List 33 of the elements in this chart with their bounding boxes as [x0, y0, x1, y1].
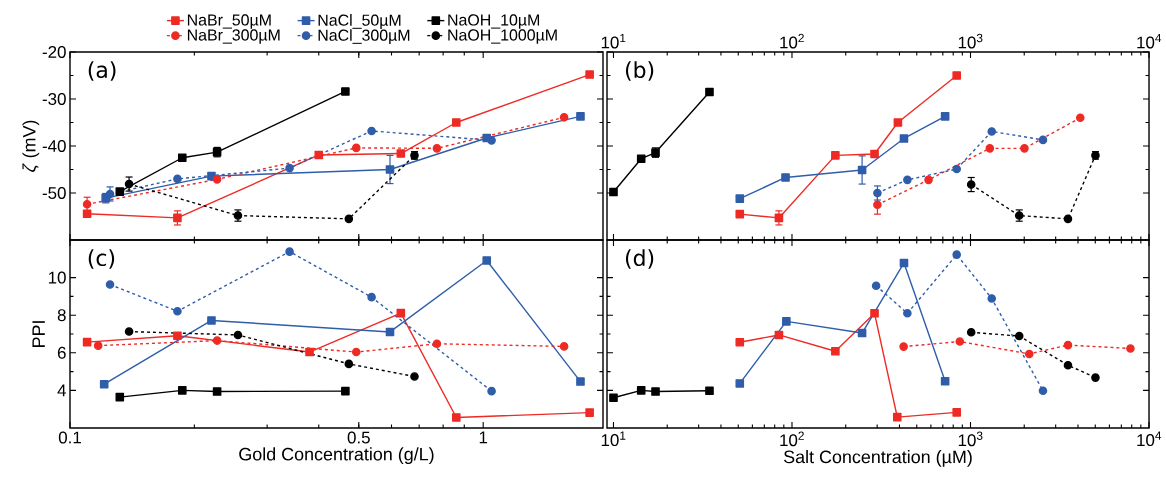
x-tick-label: 10$^{3}$ [958, 33, 983, 49]
x-tick-label: 0.1 [58, 431, 81, 444]
x-axis-title: Gold Concentration (g/L) [239, 447, 434, 465]
y-tick-label: -20 [42, 46, 66, 58]
x-tick-label: 10$^{1}$ [601, 431, 626, 447]
legend-label: NaCl_50µM [318, 14, 401, 29]
x-tick-label: 1 [479, 431, 488, 444]
y-tick-label: 4 [57, 384, 66, 397]
annotation: (d) [625, 249, 654, 269]
legend-label: NaCl_300µM [318, 29, 410, 44]
x-tick-label: 10$^{2}$ [780, 431, 804, 447]
y-tick-label: 8 [57, 309, 66, 322]
annotation: (b) [625, 61, 654, 81]
legend-label: NaOH_10µM [448, 14, 540, 29]
annotation: (a) [88, 61, 116, 81]
x-tick-label: 10$^{4}$ [1137, 431, 1162, 447]
x-tick-label: 10$^{4}$ [1137, 33, 1162, 49]
y-tick-label: -40 [42, 140, 66, 152]
y-tick-label: 10 [48, 271, 66, 284]
legend-label: NaBr_50µM [187, 14, 271, 29]
y-tick-label: 6 [57, 346, 66, 359]
y-tick-label: -30 [42, 93, 66, 105]
x-axis-title: Salt Concentration (µM) [783, 450, 972, 467]
x-tick-label: 10$^{2}$ [780, 33, 804, 49]
y-axis-title: PPI [32, 321, 45, 347]
x-tick-label: 10$^{3}$ [958, 431, 983, 447]
annotation: (c) [88, 249, 115, 269]
legend-label: NaOH_1000µM [448, 29, 557, 44]
legend-label: NaBr_300µM [187, 29, 280, 44]
y-axis-title: ζ (mV) [22, 120, 40, 172]
y-tick-label: -50 [42, 187, 66, 199]
x-tick-label: 10$^{1}$ [601, 33, 626, 49]
x-tick-label: 0.5 [347, 431, 370, 444]
